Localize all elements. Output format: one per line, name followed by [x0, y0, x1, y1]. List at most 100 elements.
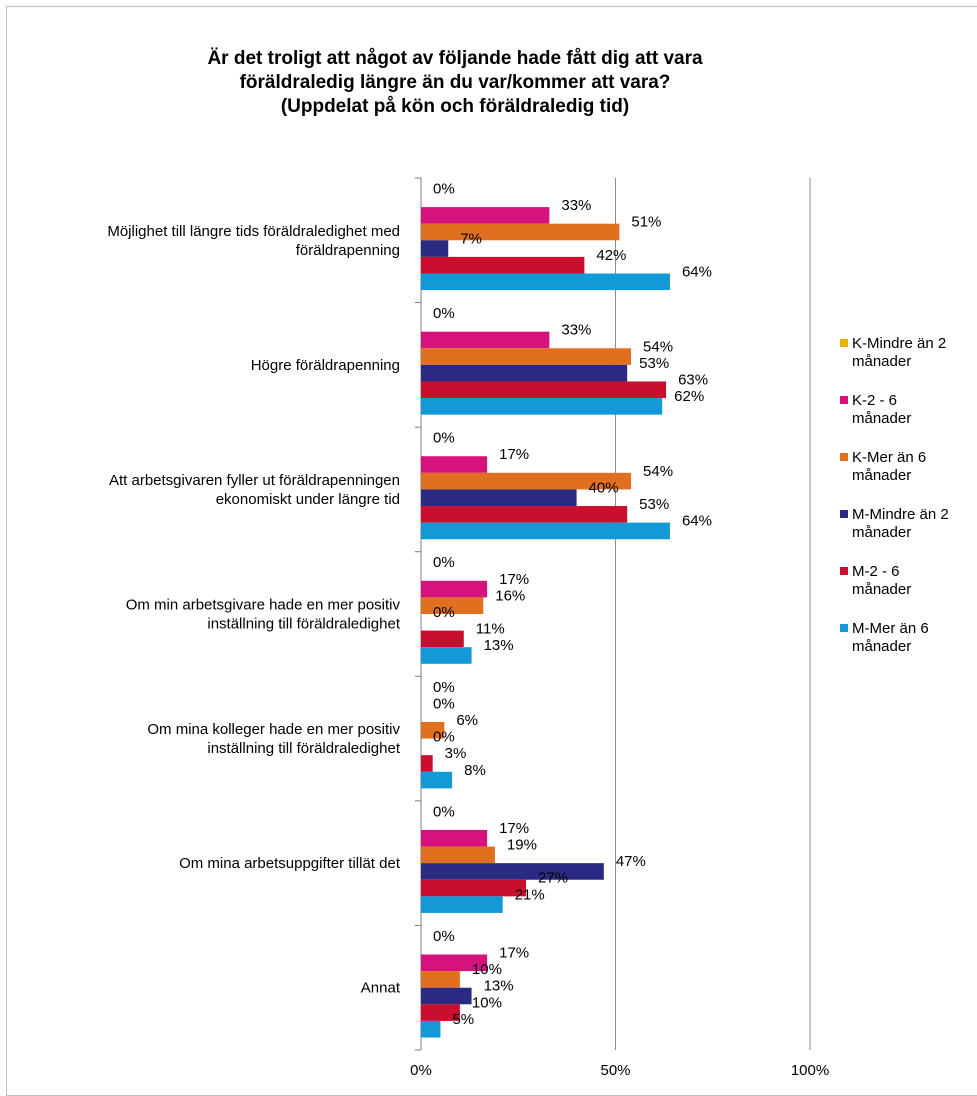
- bar: [421, 472, 632, 490]
- bar: [421, 456, 488, 473]
- data-label: 10%: [472, 961, 502, 978]
- data-label: 13%: [484, 978, 514, 995]
- bar: [421, 721, 445, 739]
- bar: [421, 240, 449, 257]
- bar: [421, 273, 670, 291]
- bar: [421, 348, 632, 365]
- bar: [421, 954, 488, 972]
- legend-label: månader: [852, 467, 911, 484]
- legend-label: K-Mer än 6: [852, 449, 926, 466]
- data-label: 0%: [433, 695, 455, 712]
- data-label: 3%: [445, 745, 467, 762]
- category-label: Om min arbetsgivare hade en mer positiv: [126, 597, 401, 614]
- legend-label: månader: [852, 353, 911, 370]
- bar: [421, 630, 464, 648]
- legend-label: månader: [852, 524, 911, 541]
- data-label: 47%: [616, 853, 646, 870]
- bar: [421, 647, 472, 664]
- data-label: 5%: [452, 1011, 474, 1028]
- category-label: ekonomiskt under längre tid: [216, 491, 400, 508]
- bar: [421, 331, 550, 349]
- bar: [421, 1020, 441, 1038]
- legend-label: M-2 - 6: [852, 563, 900, 580]
- legend-swatch: [840, 510, 848, 518]
- legend-label: månader: [852, 581, 911, 598]
- bar: [421, 489, 577, 507]
- data-label: 33%: [561, 322, 591, 339]
- data-label: 42%: [596, 247, 626, 264]
- data-label: 21%: [515, 886, 545, 903]
- legend-label: M-Mindre än 2: [852, 506, 949, 523]
- bar: [421, 364, 628, 382]
- legend-label: månader: [852, 638, 911, 655]
- data-label: 0%: [433, 604, 455, 621]
- data-label: 8%: [464, 762, 486, 779]
- data-label: 64%: [682, 513, 712, 530]
- data-label: 53%: [639, 496, 669, 513]
- data-label: 7%: [460, 230, 482, 247]
- bar: [421, 829, 488, 847]
- data-label: 54%: [643, 338, 673, 355]
- x-tick-label: 100%: [791, 1062, 829, 1079]
- category-label: Om mina arbetsuppgifter tillät det: [179, 855, 401, 872]
- data-label: 33%: [561, 197, 591, 214]
- data-label: 54%: [643, 463, 673, 480]
- category-label: Om mina kolleger hade en mer positiv: [147, 721, 400, 738]
- category-label: inställning till föräldraledighet: [207, 740, 400, 757]
- legend-swatch: [840, 396, 848, 404]
- category-label: Annat: [361, 980, 401, 997]
- bar: [421, 1004, 460, 1021]
- data-label: 63%: [678, 371, 708, 388]
- data-label: 17%: [499, 446, 529, 463]
- data-label: 0%: [433, 305, 455, 322]
- data-label: 64%: [682, 263, 712, 280]
- data-label: 17%: [499, 945, 529, 962]
- data-label: 6%: [456, 712, 478, 729]
- data-label: 0%: [433, 180, 455, 197]
- bar: [421, 879, 527, 897]
- data-label: 17%: [499, 571, 529, 588]
- bar: [421, 522, 670, 540]
- data-label: 17%: [499, 820, 529, 837]
- bar: [421, 256, 585, 274]
- legend-swatch: [840, 567, 848, 575]
- bar: [421, 896, 503, 913]
- legend-swatch: [840, 339, 848, 347]
- bar: [421, 863, 604, 880]
- bar: [421, 381, 667, 399]
- bar: [421, 597, 484, 614]
- bar: [421, 223, 620, 241]
- legend-swatch: [840, 453, 848, 461]
- chart-title-line-2: föräldraledig längre än du var/kommer at…: [239, 72, 671, 93]
- category-label: föräldrapenning: [296, 242, 400, 259]
- data-label: 16%: [495, 587, 525, 604]
- bar: [421, 771, 453, 789]
- data-label: 27%: [538, 870, 568, 887]
- bar: [421, 398, 663, 415]
- bar: [421, 506, 628, 523]
- data-label: 13%: [484, 637, 514, 654]
- data-label: 0%: [433, 803, 455, 820]
- data-label: 11%: [476, 621, 505, 638]
- bar: [421, 971, 460, 988]
- category-label: Att arbetsgivaren fyller ut föräldrapenn…: [109, 472, 400, 489]
- bar: [421, 987, 472, 1005]
- legend-label: månader: [852, 410, 911, 427]
- category-label: Möjlighet till längre tids föräldraledig…: [107, 223, 400, 240]
- bar: [421, 207, 550, 224]
- bar: [421, 846, 495, 864]
- data-label: 0%: [433, 928, 455, 945]
- data-label: 40%: [589, 479, 619, 496]
- data-label: 0%: [433, 430, 455, 447]
- data-label: 0%: [433, 729, 455, 746]
- data-label: 62%: [674, 388, 704, 405]
- data-label: 51%: [631, 214, 661, 231]
- data-label: 0%: [433, 679, 455, 696]
- category-label: inställning till föräldraledighet: [207, 616, 400, 633]
- bar: [421, 755, 433, 772]
- data-label: 0%: [433, 554, 455, 571]
- legend-label: M-Mer än 6: [852, 620, 929, 637]
- category-label: Högre föräldrapenning: [251, 357, 400, 374]
- chart-title-line-1: Är det troligt att något av följande had…: [207, 48, 703, 69]
